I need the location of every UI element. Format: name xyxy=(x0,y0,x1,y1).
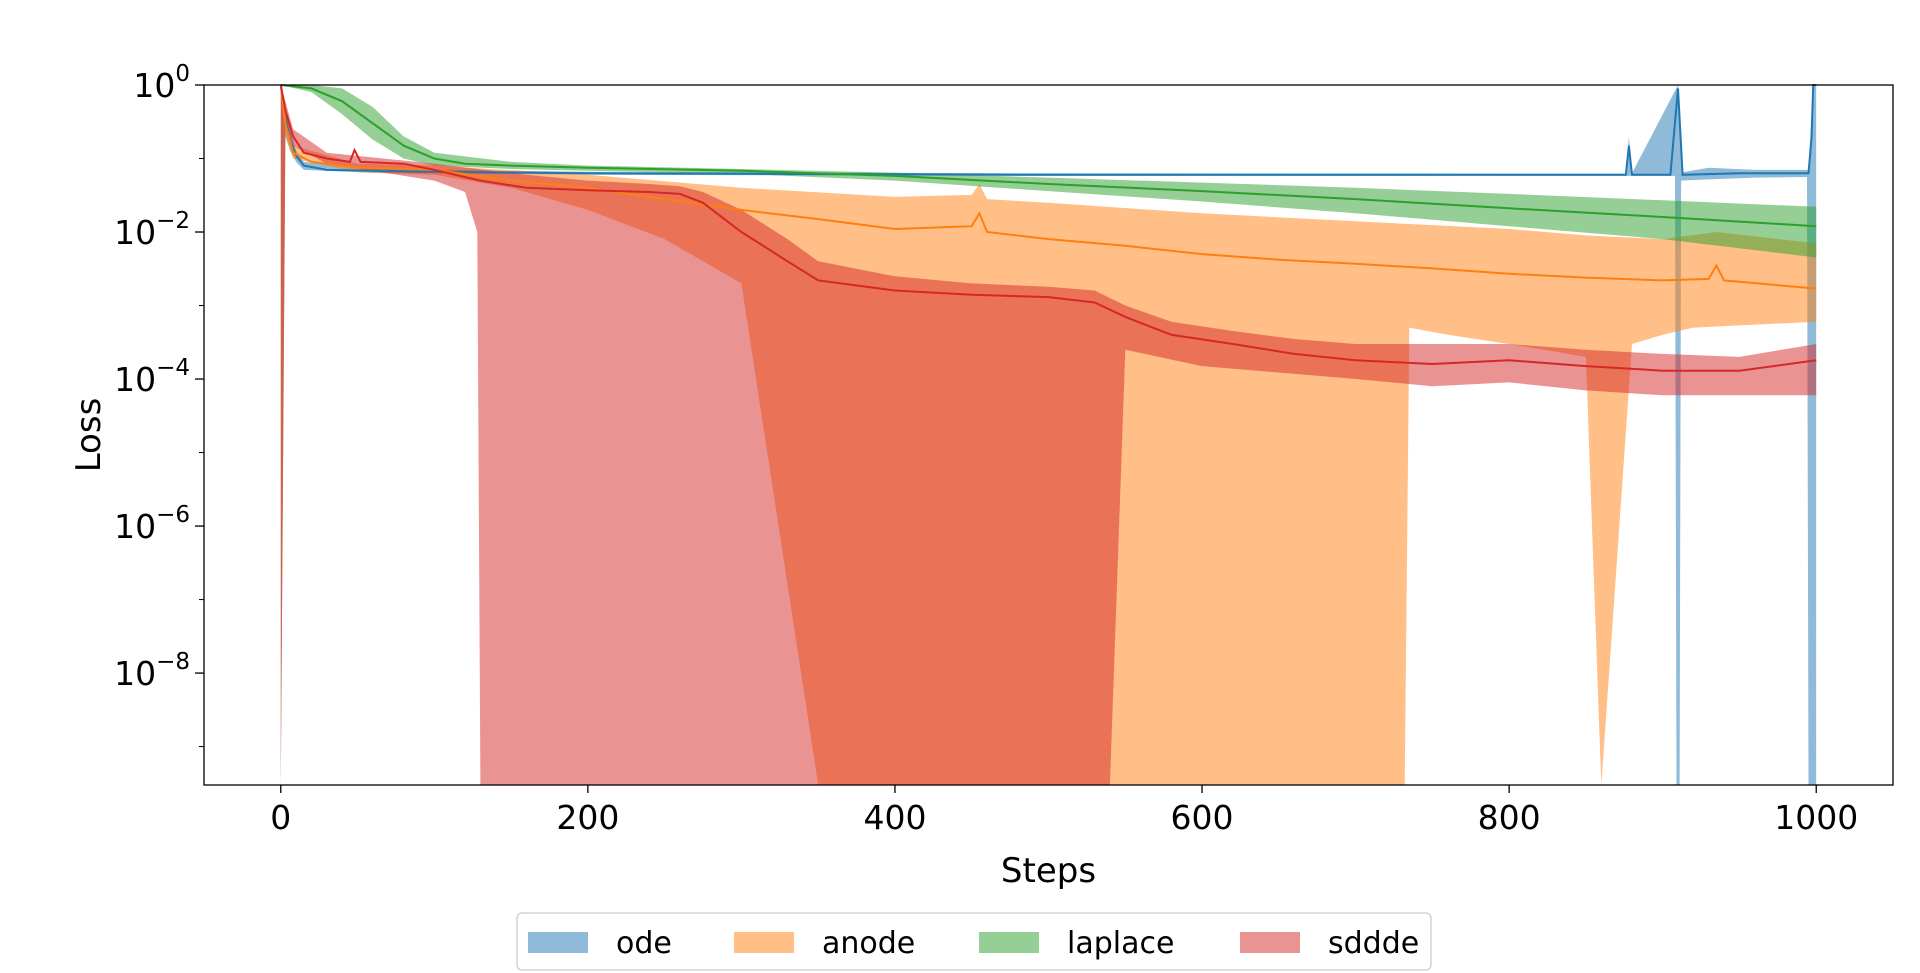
ode-band xyxy=(280,85,1817,785)
laplace-band xyxy=(280,85,1817,258)
y-axis-ticks: 100 10−2 10−4 10−6 10−8 xyxy=(114,61,204,748)
x-tick-label: 800 xyxy=(1478,798,1541,837)
legend-label-laplace: laplace xyxy=(1067,926,1174,961)
legend-swatch-ode xyxy=(528,932,588,953)
y-tick-label: 10−6 xyxy=(114,502,190,546)
sdddde-band xyxy=(280,85,1817,785)
y-axis-title: Loss xyxy=(69,398,109,473)
plot-frame xyxy=(203,84,1894,786)
legend-swatch-laplace xyxy=(979,932,1039,953)
ode-mean-line xyxy=(279,84,1817,176)
legend-label-anode: anode xyxy=(822,926,915,961)
x-axis-title: Steps xyxy=(1001,851,1096,891)
x-tick-label: 600 xyxy=(1171,798,1234,837)
x-tick-label: 1000 xyxy=(1774,798,1858,837)
series-lines xyxy=(279,84,1817,372)
y-tick-label: 100 xyxy=(133,61,190,105)
legend: ode anode laplace sddde xyxy=(516,912,1432,971)
x-tick-label: 400 xyxy=(863,798,926,837)
legend-frame xyxy=(516,912,1432,971)
y-tick-label: 10−2 xyxy=(114,208,190,252)
legend-label-ode: ode xyxy=(616,926,672,961)
sdddde-mean-line xyxy=(279,84,1817,372)
anode-mean-line xyxy=(279,84,1817,290)
x-axis-ticks: 0 200 400 600 800 1000 xyxy=(270,785,1858,837)
confidence-bands xyxy=(280,85,1817,785)
y-tick-label: 10−4 xyxy=(114,355,190,399)
x-tick-label: 200 xyxy=(556,798,619,837)
legend-swatch-sddde xyxy=(1240,932,1300,953)
laplace-mean-line xyxy=(280,84,1817,228)
legend-label-sddde: sddde xyxy=(1328,926,1419,961)
legend-swatch-anode xyxy=(734,932,794,953)
x-tick-label: 0 xyxy=(270,798,291,837)
y-tick-label: 10−8 xyxy=(114,649,190,693)
